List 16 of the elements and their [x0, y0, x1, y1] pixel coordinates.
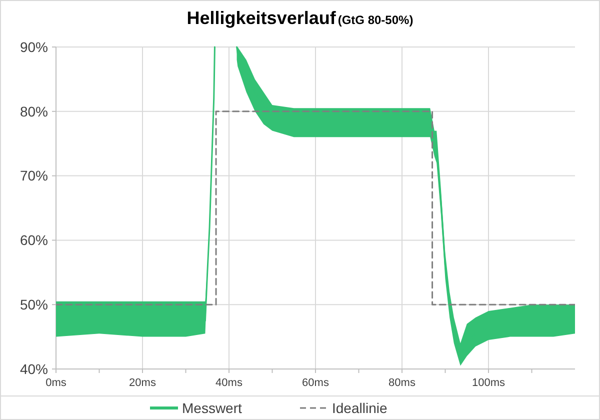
y-tick-label: 50% [20, 296, 48, 312]
y-tick-label: 90% [20, 38, 48, 55]
x-tick-label: 100ms [472, 377, 506, 389]
y-tick-label: 40% [20, 360, 48, 377]
y-tick-label: 70% [20, 168, 48, 184]
y-tick-label: 60% [20, 232, 48, 248]
legend-label: Ideallinie [332, 400, 388, 416]
x-tick-label: 40ms [216, 377, 243, 389]
x-tick-label: 60ms [302, 377, 330, 389]
y-tick-label: 80% [20, 103, 48, 120]
x-tick-label: 20ms [129, 377, 156, 389]
x-tick-label: 0ms [46, 377, 67, 389]
legend-label: Messwert [182, 400, 242, 416]
chart-title: Helligkeitsverlauf [186, 8, 337, 28]
chart-subtitle: (GtG 80-50%) [338, 13, 414, 27]
x-tick-label: 80ms [388, 377, 416, 389]
